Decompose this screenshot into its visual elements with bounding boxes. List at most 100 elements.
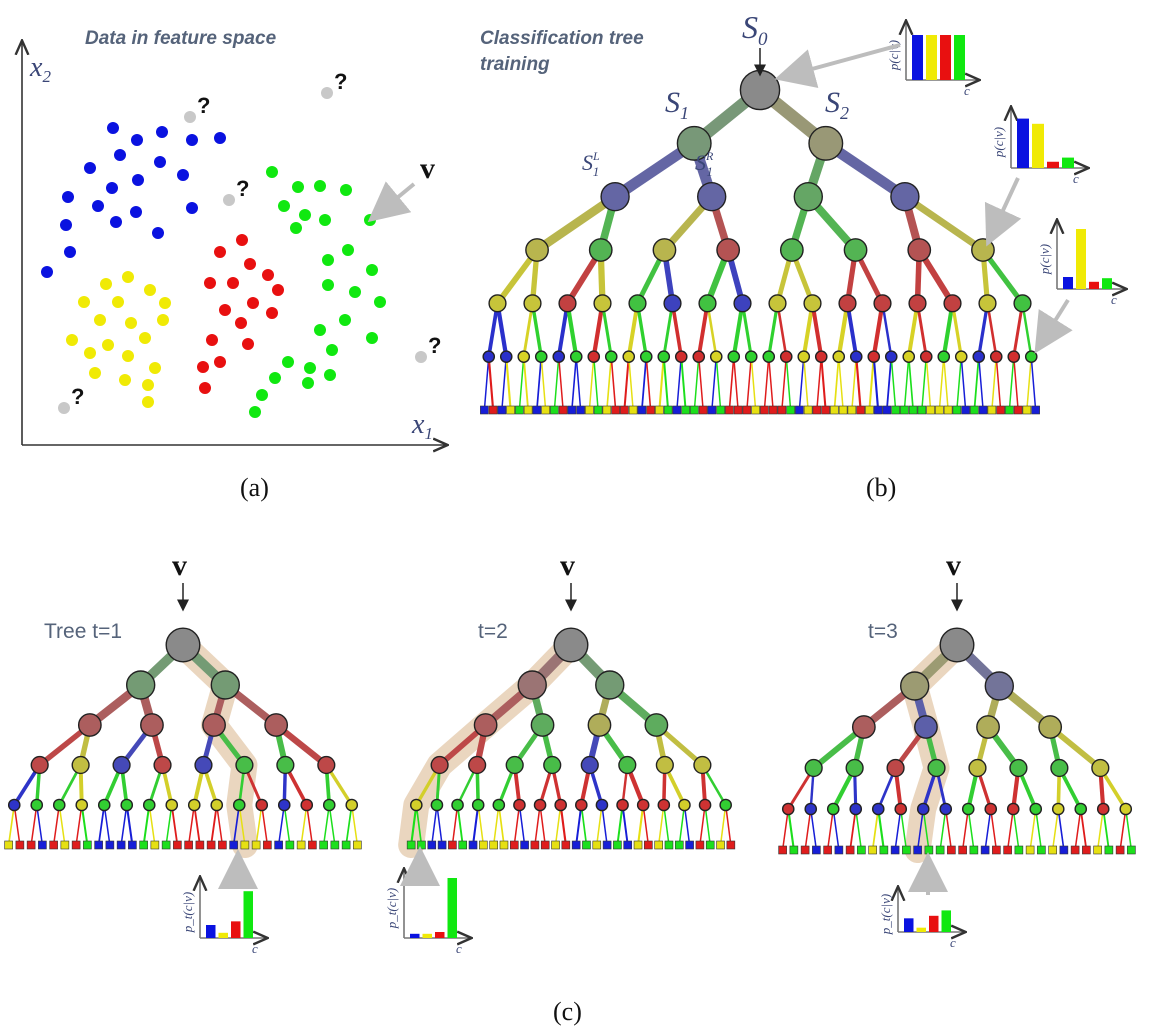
tree-edge xyxy=(1013,356,1019,411)
split-node xyxy=(587,350,601,363)
green-point xyxy=(314,324,326,336)
leaf-node xyxy=(94,840,103,850)
hist-x-label: c xyxy=(964,83,970,98)
leaf-node xyxy=(263,840,272,850)
leaf-node xyxy=(857,845,866,855)
tree-edge xyxy=(415,804,423,846)
leaf-node xyxy=(633,840,643,850)
tree-edge xyxy=(456,804,464,846)
leaf-node xyxy=(251,840,261,850)
tree-edge xyxy=(1074,808,1082,851)
split-node xyxy=(937,350,951,363)
tree-edge xyxy=(575,804,583,846)
tree-edge xyxy=(945,808,953,851)
green-point xyxy=(319,214,331,226)
s2-label: S2 xyxy=(825,86,849,123)
leaf-node xyxy=(240,840,250,850)
split-node xyxy=(978,294,997,313)
leaf-node xyxy=(341,840,351,850)
tree-edge xyxy=(255,804,263,846)
yellow-point xyxy=(139,332,151,344)
split-node xyxy=(142,798,156,812)
tree-edge xyxy=(170,804,179,846)
split-node xyxy=(657,798,671,812)
green-point xyxy=(290,222,302,234)
tree-edge xyxy=(1029,808,1037,851)
tree-edge xyxy=(877,808,885,851)
green-point xyxy=(282,356,294,368)
split-node xyxy=(907,238,932,262)
tree-edge xyxy=(216,804,224,846)
split-node xyxy=(1006,802,1020,816)
tree-edge xyxy=(277,804,285,846)
blue-point xyxy=(84,162,96,174)
split-node xyxy=(345,798,359,812)
tree-edge xyxy=(746,356,752,411)
tree-edge xyxy=(1079,808,1088,851)
tree-edge xyxy=(890,356,897,411)
split-node xyxy=(604,350,618,363)
panel-b-title-line1: Classification tree xyxy=(480,28,644,49)
split-node xyxy=(587,713,612,737)
blue-point xyxy=(114,149,126,161)
leaf-node xyxy=(672,405,682,415)
tree-edge xyxy=(616,804,624,846)
leaf-node xyxy=(480,405,489,415)
leaf-node xyxy=(497,405,507,415)
green-point xyxy=(340,184,352,196)
green-point xyxy=(326,344,338,356)
split-node xyxy=(1029,802,1043,816)
split-node xyxy=(543,755,562,775)
leaf-node xyxy=(218,840,227,850)
leaf-node xyxy=(830,405,839,415)
leaf-node xyxy=(1048,845,1057,855)
blue-point xyxy=(177,169,189,181)
leaf-node xyxy=(602,405,612,415)
leaf-node xyxy=(891,405,900,415)
tree-edge xyxy=(513,804,521,846)
leaf-node xyxy=(695,840,705,850)
split-node xyxy=(636,798,650,812)
leaf-node xyxy=(865,405,874,415)
tree-edge xyxy=(36,804,44,846)
hist-bar xyxy=(447,878,457,938)
blue-point xyxy=(62,191,74,203)
split-node xyxy=(513,798,526,812)
tree-edge xyxy=(885,356,893,411)
hist-bar xyxy=(954,35,965,80)
blue-point xyxy=(60,219,72,231)
leaf-node xyxy=(488,405,498,415)
tree-edge xyxy=(768,356,774,411)
tree-edge xyxy=(472,804,480,846)
histogram-tree-3: p_t(c|v)c xyxy=(878,888,964,950)
split-node xyxy=(744,350,758,363)
leaf-node xyxy=(523,405,533,415)
green-point xyxy=(342,244,354,256)
leaf-node xyxy=(845,845,855,855)
tree-edge xyxy=(540,356,547,411)
tree-edge xyxy=(683,804,691,846)
tree-edge xyxy=(261,804,269,846)
leaf-node xyxy=(1127,845,1136,855)
blue-point xyxy=(156,126,168,138)
leaf-node xyxy=(778,845,787,855)
split-node xyxy=(618,755,637,775)
green-point xyxy=(322,279,334,291)
tree-edge xyxy=(1012,808,1020,851)
leaf-node xyxy=(821,405,830,415)
leaf-node xyxy=(540,840,550,850)
tree-edge xyxy=(699,804,706,846)
split-node xyxy=(814,350,828,363)
tree-edge xyxy=(505,356,512,411)
hist-mid-arrow xyxy=(984,177,1022,247)
split-node xyxy=(600,181,630,212)
tree-edge xyxy=(868,356,875,411)
split-node xyxy=(533,798,547,812)
tree-edge xyxy=(238,804,246,846)
tree-edge xyxy=(921,356,927,411)
split-node xyxy=(826,802,840,816)
s1L-label: SL 1 xyxy=(582,149,600,179)
tree-edge xyxy=(7,804,16,846)
split-node xyxy=(523,294,542,313)
split-node xyxy=(733,294,752,313)
